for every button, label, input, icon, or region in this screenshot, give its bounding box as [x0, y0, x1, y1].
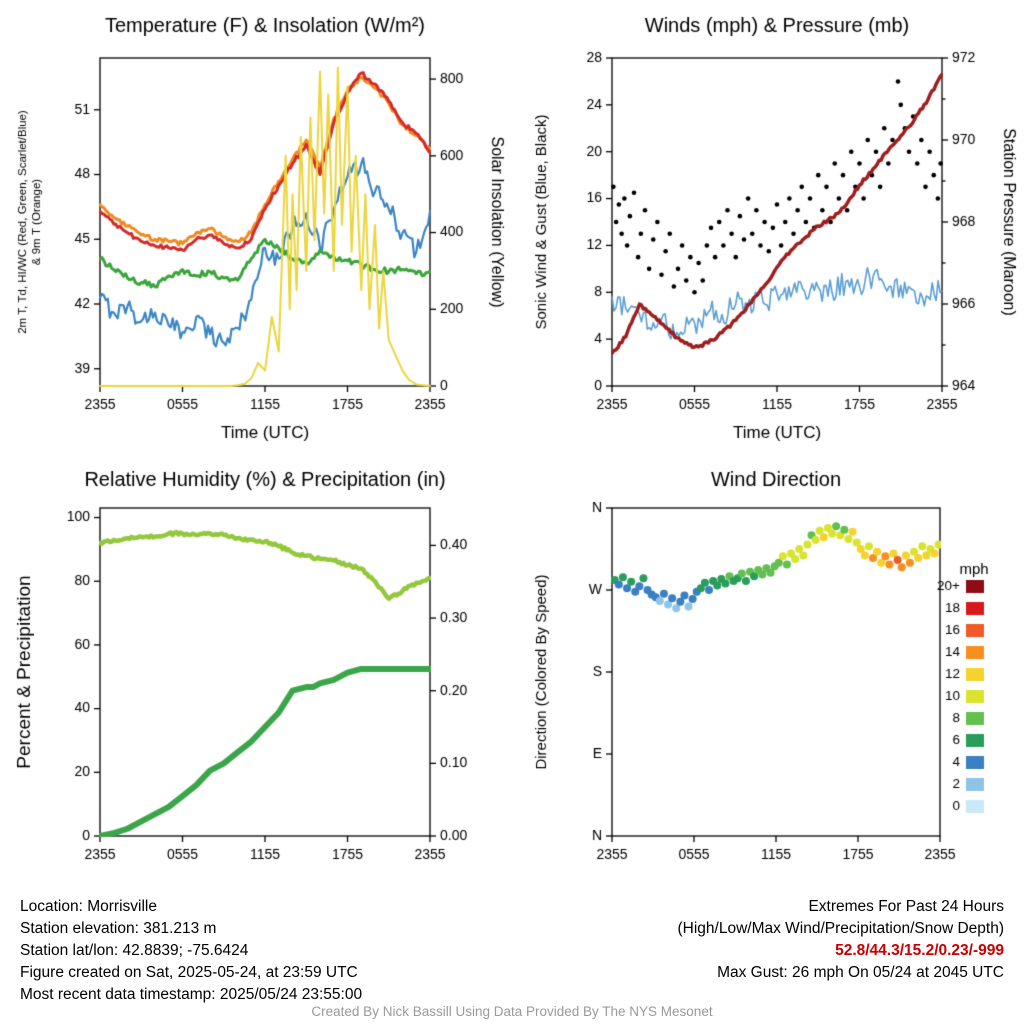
max-gust: Max Gust: 26 mph On 05/24 at 2045 UTC — [717, 964, 1004, 981]
extremes-title: Extremes For Past 24 Hours — [808, 898, 1004, 915]
station-elevation: Station elevation: 381.213 m — [20, 920, 217, 937]
data-timestamp: Most recent data timestamp: 2025/05/24 2… — [20, 986, 363, 1003]
chart-humidity-precipitation — [0, 458, 512, 898]
chart-winds-pressure — [512, 0, 1024, 452]
chart-wind-direction — [512, 458, 1024, 898]
figure-created: Figure created on Sat, 2025-05-24, at 23… — [20, 964, 358, 981]
extremes-subtitle: (High/Low/Max Wind/Precipitation/Snow De… — [677, 920, 1005, 937]
credit-line: Created By Nick Bassill Using Data Provi… — [311, 1004, 713, 1019]
station-location: Location: Morrisville — [20, 898, 157, 915]
extremes-values: 52.8/44.3/15.2/0.23/-999 — [835, 942, 1004, 959]
chart-temperature-insolation — [0, 0, 512, 452]
station-latlon: Station lat/lon: 42.8839; -75.6424 — [20, 942, 249, 959]
